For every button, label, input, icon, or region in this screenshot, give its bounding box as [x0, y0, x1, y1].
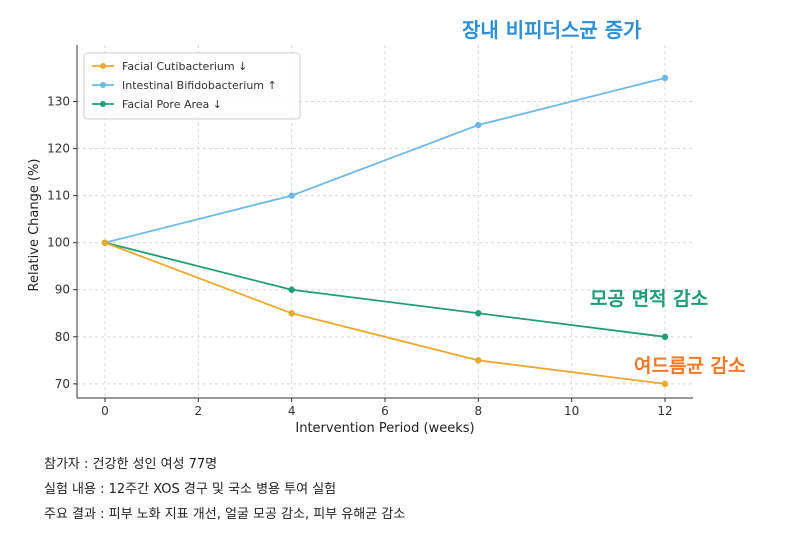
data-point	[475, 310, 482, 317]
line-chart: 0 2 4 6 8 10 12 70 80 90 100 110 120 130 Facial Cuti…	[27, 45, 693, 436]
x-tick-label: 12	[657, 404, 672, 418]
chart-series	[101, 74, 669, 388]
y-tick-label: 130	[47, 94, 70, 108]
note-results: 주요 결과 : 피부 노화 지표 개선, 얼굴 모공 감소, 피부 유해균 감소	[44, 507, 406, 522]
y-tick-label: 110	[47, 189, 70, 203]
note-participants: 참가자 : 건강한 성인 여성 77명	[44, 457, 218, 472]
data-point	[101, 239, 109, 246]
x-tick-label: 0	[101, 404, 109, 418]
data-point	[288, 310, 295, 317]
x-axis-label: Intervention Period (weeks)	[295, 421, 474, 436]
data-point	[661, 74, 669, 82]
y-tick-label: 100	[47, 236, 70, 250]
series-line-2	[104, 241, 666, 338]
x-axis-ticks: 0 2 4 6 8 10 12	[101, 398, 673, 418]
data-point	[288, 192, 295, 199]
x-tick-label: 6	[381, 404, 389, 418]
legend-swatch-marker	[100, 63, 106, 69]
legend-label: Intestinal Bifidobacterium ↑	[122, 79, 277, 92]
legend-label: Facial Cutibacterium ↓	[122, 60, 247, 73]
data-point	[661, 380, 669, 388]
x-tick-label: 2	[195, 404, 203, 418]
legend-box	[83, 52, 301, 120]
note-method: 실험 내용 : 12주간 XOS 경구 및 국소 병용 투여 실험	[44, 482, 337, 497]
y-axis-ticks: 70 80 90 100 110 120 130	[47, 94, 77, 391]
study-notes: 참가자 : 건강한 성인 여성 77명 실험 내용 : 12주간 XOS 경구 …	[44, 452, 405, 527]
y-tick-label: 80	[55, 330, 70, 344]
x-tick-label: 10	[564, 404, 579, 418]
data-point	[288, 286, 295, 293]
x-tick-label: 8	[475, 404, 483, 418]
cutibacterium-annotation: 여드름균 감소	[634, 355, 746, 377]
series-line-0	[104, 241, 666, 385]
y-tick-label: 90	[55, 283, 70, 297]
data-point	[475, 357, 482, 364]
legend-swatch-marker	[100, 82, 106, 88]
pore-area-annotation: 모공 면적 감소	[590, 288, 709, 310]
legend-label: Facial Pore Area ↓	[122, 98, 222, 111]
series-line-1	[104, 77, 666, 244]
x-tick-label: 4	[288, 404, 296, 418]
chart-legend: Facial Cutibacterium ↓ Intestinal Bifidob…	[83, 52, 301, 120]
y-axis-label: Relative Change (%)	[27, 159, 42, 292]
y-tick-label: 120	[47, 142, 70, 156]
legend-swatch-marker	[100, 101, 106, 107]
y-tick-label: 70	[55, 377, 70, 391]
data-point	[661, 333, 669, 341]
bifidobacterium-annotation: 장내 비피더스균 증가	[462, 18, 642, 42]
data-point	[475, 121, 482, 129]
